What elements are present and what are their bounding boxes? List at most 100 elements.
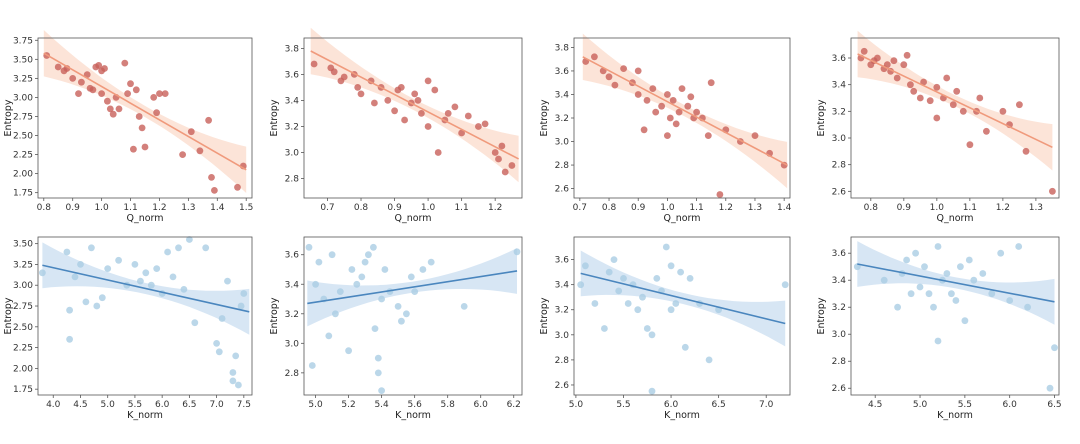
data-point <box>686 275 694 282</box>
data-point <box>340 73 348 81</box>
data-point <box>707 79 715 87</box>
data-point <box>959 107 967 115</box>
x-tick-label: 1.4 <box>210 203 225 213</box>
data-point <box>965 256 973 264</box>
data-point <box>93 302 101 310</box>
x-axis-label: Q_norm <box>663 213 700 224</box>
plot-frame <box>303 37 523 199</box>
data-point <box>681 343 689 351</box>
data-point <box>495 155 502 163</box>
x-tick-label: 5.0 <box>101 400 116 410</box>
data-point <box>903 51 911 59</box>
data-point <box>916 94 924 102</box>
y-tick-label: 3.6 <box>285 251 300 261</box>
data-point <box>384 97 392 104</box>
data-point <box>501 168 509 176</box>
y-tick-label: 3.4 <box>832 81 847 91</box>
data-point <box>943 74 951 82</box>
data-point <box>104 265 112 272</box>
data-point <box>953 87 961 95</box>
data-point <box>332 310 339 318</box>
data-point <box>634 67 642 75</box>
data-point <box>926 97 934 105</box>
data-point <box>611 81 619 89</box>
data-point <box>325 332 333 340</box>
data-point <box>966 141 974 149</box>
data-point <box>943 270 951 277</box>
data-point <box>411 90 419 98</box>
data-point <box>89 86 97 94</box>
plot-frame <box>850 37 1060 199</box>
data-point <box>305 243 313 251</box>
y-tick-label: 1.75 <box>13 189 33 199</box>
data-point <box>328 251 336 259</box>
x-tick-label: 1.0 <box>930 203 945 213</box>
data-point <box>693 108 700 116</box>
data-point <box>153 265 161 272</box>
data-point <box>894 303 901 311</box>
data-point <box>751 132 759 140</box>
data-point <box>577 281 585 289</box>
y-tick-label: 3.2 <box>285 310 299 320</box>
data-point <box>678 85 686 92</box>
x-tick-label: 6.2 <box>507 400 521 410</box>
y-tick-label: 3.25 <box>13 260 33 270</box>
x-tick-label: 6.0 <box>155 400 170 410</box>
data-point <box>591 53 598 61</box>
data-point <box>235 381 242 389</box>
y-tick-label: 2.8 <box>832 161 847 171</box>
regression-line <box>582 56 788 166</box>
data-point <box>169 273 177 281</box>
data-point <box>414 97 422 104</box>
plot-frame <box>850 236 1060 396</box>
data-point <box>983 127 990 135</box>
y-tick-label: 3.6 <box>555 256 570 266</box>
x-tick-label: 5.5 <box>616 400 630 410</box>
data-point <box>106 105 114 113</box>
x-tick-label: 7.0 <box>209 400 224 410</box>
data-point <box>643 97 651 104</box>
data-point <box>229 369 237 376</box>
data-point <box>634 91 642 98</box>
data-point <box>127 80 134 88</box>
y-tick-label: 3.0 <box>285 339 300 349</box>
y-tick-label: 3.0 <box>285 148 300 158</box>
data-point <box>424 123 432 130</box>
data-point <box>508 162 516 169</box>
y-tick-label: 3.8 <box>285 44 300 54</box>
data-point <box>95 62 103 69</box>
y-tick-label: 3.6 <box>555 67 570 77</box>
data-point <box>240 290 248 297</box>
data-point <box>458 129 465 137</box>
subplot-5: 4.0 4.5 5.0 5.5 6.0 6.5 7.0 7.5 1.75 2.00 2.25 2.50… <box>3 236 253 421</box>
data-point <box>475 123 482 130</box>
data-point <box>403 310 410 318</box>
x-tick-label: 7.0 <box>759 400 774 410</box>
x-axis-label: K_norm <box>127 410 163 421</box>
data-point <box>874 54 881 62</box>
y-tick-label: 2.6 <box>832 187 847 197</box>
x-tick-label: 1.2 <box>152 203 166 213</box>
y-tick-label: 2.8 <box>555 161 570 171</box>
data-point <box>161 90 169 97</box>
data-point <box>202 244 210 252</box>
x-tick-label: 0.9 <box>66 203 81 213</box>
y-tick-label: 2.75 <box>13 302 33 312</box>
data-point <box>180 286 188 293</box>
x-tick-label: 6.5 <box>1047 400 1061 410</box>
data-point <box>345 347 352 355</box>
data-point <box>952 297 960 304</box>
x-tick-label: 6.5 <box>182 400 196 410</box>
data-point <box>664 132 671 140</box>
plot-frame <box>303 236 523 396</box>
x-tick-label: 0.9 <box>631 203 646 213</box>
y-tick-label: 3.25 <box>13 74 33 84</box>
data-point <box>394 303 402 310</box>
data-point <box>860 47 868 55</box>
x-axis-label: Q_norm <box>936 213 973 224</box>
data-point <box>933 114 941 122</box>
x-tick-label: 5.0 <box>569 400 584 410</box>
data-point <box>933 83 941 91</box>
data-point <box>658 102 665 110</box>
